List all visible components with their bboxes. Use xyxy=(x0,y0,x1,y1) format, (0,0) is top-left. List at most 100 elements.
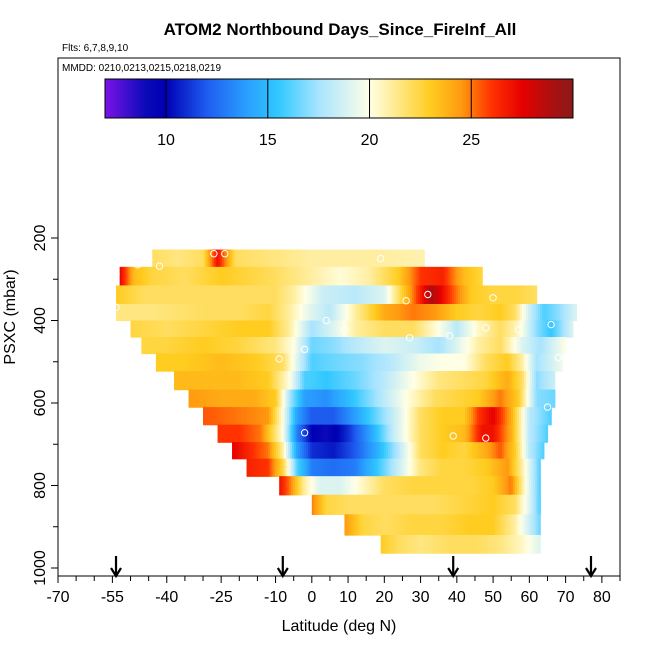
heatmap-cell xyxy=(482,371,485,391)
heatmap-cell xyxy=(331,494,335,515)
heatmap-cell xyxy=(484,320,488,338)
heatmap-cell xyxy=(202,371,205,391)
chart-title: ATOM2 Northbound Days_Since_FireInf_All xyxy=(164,20,517,39)
heatmap-cell xyxy=(363,476,366,496)
heatmap-cell xyxy=(213,353,217,372)
heatmap-cell xyxy=(460,371,463,391)
heatmap-cell xyxy=(442,514,446,536)
heatmap-cell xyxy=(369,494,373,515)
heatmap-cell xyxy=(358,249,361,268)
heatmap-cell xyxy=(538,458,541,477)
heatmap-cell xyxy=(386,249,389,268)
heatmap-cell xyxy=(438,320,442,338)
heatmap-cell xyxy=(384,514,388,536)
heatmap-cell xyxy=(375,494,379,515)
heatmap-cell xyxy=(442,442,445,460)
heatmap-cell xyxy=(223,424,227,443)
heatmap-cell xyxy=(408,442,411,460)
heatmap-cell xyxy=(390,389,394,408)
heatmap-cell xyxy=(235,337,238,355)
heatmap-cell xyxy=(144,320,148,338)
heatmap-cell xyxy=(261,337,264,355)
heatmap-cell xyxy=(278,458,282,477)
heatmap-cell xyxy=(510,458,514,477)
heatmap-cell xyxy=(467,353,471,372)
heatmap-cell xyxy=(469,494,473,515)
heatmap-cell xyxy=(331,424,335,443)
heatmap-cell xyxy=(368,320,372,338)
heatmap-cell xyxy=(515,494,519,515)
heatmap-cell xyxy=(510,389,514,408)
heatmap-cell xyxy=(193,266,197,287)
heatmap-cell xyxy=(440,371,443,391)
heatmap-cell xyxy=(488,389,492,408)
heatmap-cell xyxy=(430,304,433,322)
heatmap-cell xyxy=(340,458,344,477)
heatmap-cell xyxy=(527,407,530,426)
heatmap-cell xyxy=(363,424,367,443)
heatmap-cell xyxy=(410,371,413,391)
heatmap-cell xyxy=(348,320,352,338)
heatmap-cell xyxy=(337,266,341,287)
heatmap-cell xyxy=(535,424,539,443)
heatmap-cell xyxy=(209,266,213,287)
heatmap-cell xyxy=(460,535,464,554)
heatmap-cell xyxy=(405,266,409,287)
heatmap-cell xyxy=(470,389,474,408)
heatmap-cell xyxy=(514,371,517,391)
heatmap-cell xyxy=(175,337,178,355)
heatmap-cell xyxy=(307,337,310,355)
heatmap-cell xyxy=(415,407,418,426)
heatmap-cell xyxy=(452,320,456,338)
heatmap-cell xyxy=(425,476,428,496)
heatmap-cell xyxy=(349,407,352,426)
heatmap-cell xyxy=(350,285,353,305)
heatmap-cell xyxy=(136,285,139,305)
heatmap-row xyxy=(141,337,567,355)
heatmap-cell xyxy=(458,371,461,391)
heatmap-cell xyxy=(456,458,460,477)
heatmap-cell xyxy=(262,249,265,268)
heatmap-cell xyxy=(468,285,471,305)
heatmap-cell xyxy=(437,266,441,287)
heatmap-cell xyxy=(200,389,204,408)
heatmap-cell xyxy=(315,266,319,287)
heatmap-cell xyxy=(424,535,428,554)
heatmap-cell xyxy=(326,304,329,322)
heatmap-cell xyxy=(333,424,337,443)
heatmap-cell xyxy=(283,476,286,496)
heatmap-cell xyxy=(230,371,233,391)
heatmap-cell xyxy=(509,337,512,355)
heatmap-cell xyxy=(384,442,387,460)
heatmap-cell xyxy=(314,249,317,268)
heatmap-cell xyxy=(466,304,469,322)
heatmap-cell xyxy=(357,353,361,372)
heatmap-cell xyxy=(449,337,452,355)
heatmap-cell xyxy=(384,285,387,305)
heatmap-cell xyxy=(344,285,347,305)
heatmap-cell xyxy=(374,285,377,305)
heatmap-cell xyxy=(369,407,372,426)
heatmap-cell xyxy=(370,514,374,536)
heatmap-cell xyxy=(186,249,189,268)
heatmap-cell xyxy=(270,304,273,322)
heatmap-cell xyxy=(271,407,274,426)
heatmap-cell xyxy=(464,285,467,305)
heatmap-cell xyxy=(444,371,447,391)
heatmap-cell xyxy=(530,285,533,305)
heatmap-cell xyxy=(520,535,524,554)
heatmap-cell xyxy=(428,458,432,477)
heatmap-cell xyxy=(304,320,308,338)
heatmap-cell xyxy=(389,494,393,515)
heatmap-cell xyxy=(446,389,450,408)
heatmap-cell xyxy=(438,304,441,322)
heatmap-cell xyxy=(421,424,425,443)
heatmap-cell xyxy=(323,424,327,443)
sample-point xyxy=(445,332,454,340)
heatmap-cell xyxy=(485,494,489,515)
heatmap-cell xyxy=(420,442,423,460)
heatmap-cell xyxy=(254,389,258,408)
heatmap-cell xyxy=(525,494,529,515)
heatmap-cell xyxy=(437,353,441,372)
heatmap-cell xyxy=(322,304,325,322)
